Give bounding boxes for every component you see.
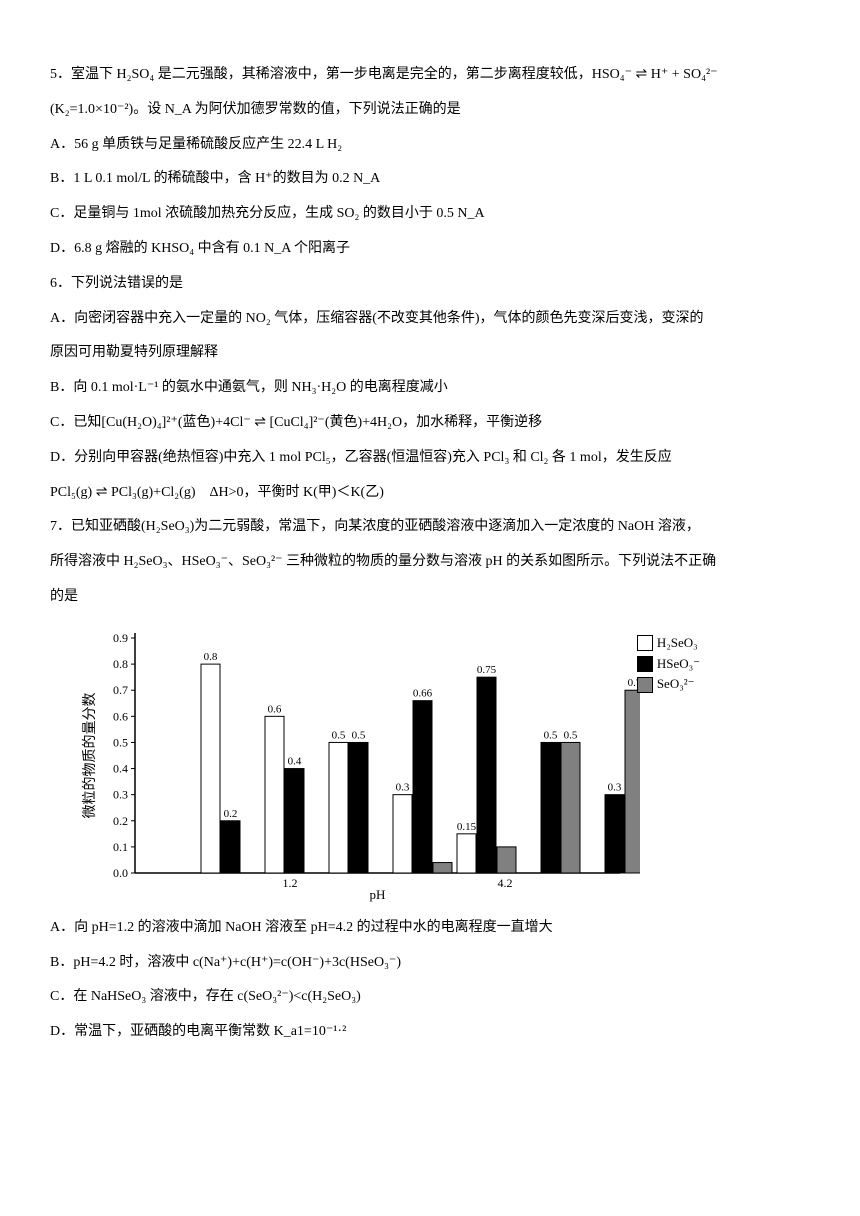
svg-text:0.4: 0.4: [113, 761, 128, 775]
svg-text:0.3: 0.3: [608, 781, 622, 793]
svg-text:0.1: 0.1: [113, 840, 128, 854]
chart-legend: H₂SeO₃HSeO₃⁻SeO₃²⁻: [637, 633, 700, 695]
svg-text:0.9: 0.9: [113, 631, 128, 645]
svg-text:0.6: 0.6: [268, 703, 282, 715]
svg-text:0.3: 0.3: [396, 781, 410, 793]
q6-option-d-line2: PCl₅(g) ⇌ PCl₃(g)+Cl₂(g) ΔH>0，平衡时 K(甲)＜K…: [50, 478, 810, 509]
svg-text:pH: pH: [370, 887, 386, 902]
svg-text:0.3: 0.3: [113, 787, 128, 801]
svg-text:0.4: 0.4: [288, 755, 302, 767]
q7-stem-line1: 7．已知亚硒酸(H₂SeO₃)为二元弱酸，常温下，向某浓度的亚硒酸溶液中逐滴加入…: [50, 512, 810, 543]
svg-text:0.2: 0.2: [224, 808, 238, 820]
q6-option-a-line2: 原因可用勒夏特列原理解释: [50, 338, 810, 369]
q5-option-d: D．6.8 g 熔融的 KHSO₄ 中含有 0.1 N_A 个阳离子: [50, 234, 810, 265]
svg-text:0.5: 0.5: [332, 729, 346, 741]
svg-text:0.7: 0.7: [113, 683, 128, 697]
svg-text:0.75: 0.75: [477, 664, 497, 676]
q6-option-d-line1: D．分别向甲容器(绝热恒容)中充入 1 mol PCl₅，乙容器(恒温恒容)充入…: [50, 443, 810, 474]
q6-stem: 6．下列说法错误的是: [50, 269, 810, 300]
q5-option-a: A．56 g 单质铁与足量稀硫酸反应产生 22.4 L H₂: [50, 130, 810, 161]
svg-text:0.66: 0.66: [413, 687, 433, 699]
svg-text:0.6: 0.6: [113, 709, 128, 723]
q7-stem-line2: 所得溶液中 H₂SeO₃、HSeO₃⁻、SeO₃²⁻ 三种微粒的物质的量分数与溶…: [50, 547, 810, 578]
svg-text:0.5: 0.5: [544, 729, 558, 741]
svg-text:0.15: 0.15: [457, 821, 477, 833]
svg-text:0.8: 0.8: [204, 651, 218, 663]
svg-text:0.5: 0.5: [564, 729, 578, 741]
svg-text:0.0: 0.0: [113, 866, 128, 880]
svg-text:0.5: 0.5: [113, 735, 128, 749]
species-fraction-chart: 0.0 0.1 0.2 0.3 0.4 0.5 0.6 0.7 0.8 0.9 微粒的物质的量分数 p…: [80, 623, 640, 903]
q7-option-a: A．向 pH=1.2 的溶液中滴加 NaOH 溶液至 pH=4.2 的过程中水的…: [50, 913, 810, 944]
svg-text:1.2: 1.2: [283, 876, 298, 890]
q6-option-a-line1: A．向密闭容器中充入一定量的 NO₂ 气体，压缩容器(不改变其他条件)，气体的颜…: [50, 304, 810, 335]
svg-text:微粒的物质的量分数: 微粒的物质的量分数: [82, 692, 98, 818]
q5-stem-line2: (K₂=1.0×10⁻²)。设 N_A 为阿伏加德罗常数的值，下列说法正确的是: [50, 95, 810, 126]
q6-option-c: C．已知[Cu(H₂O)₄]²⁺(蓝色)+4Cl⁻ ⇌ [CuCl₄]²⁻(黄色…: [50, 408, 810, 439]
q7-stem-line3: 的是: [50, 582, 810, 613]
svg-text:0.5: 0.5: [352, 729, 366, 741]
q5-stem-line1: 5．室温下 H₂SO₄ 是二元强酸，其稀溶液中，第一步电离是完全的，第二步离程度…: [50, 60, 810, 91]
q7-option-d: D．常温下，亚硒酸的电离平衡常数 K_a1=10⁻¹·²: [50, 1017, 810, 1048]
q6-option-b: B．向 0.1 mol·L⁻¹ 的氨水中通氨气，则 NH₃·H₂O 的电离程度减…: [50, 373, 810, 404]
svg-text:0.8: 0.8: [113, 657, 128, 671]
q7-option-c: C．在 NaHSeO₃ 溶液中，存在 c(SeO₃²⁻)<c(H₂SeO₃): [50, 982, 810, 1013]
q5-option-b: B．1 L 0.1 mol/L 的稀硫酸中，含 H⁺的数目为 0.2 N_A: [50, 164, 810, 195]
q7-option-b: B．pH=4.2 时，溶液中 c(Na⁺)+c(H⁺)=c(OH⁻)+3c(HS…: [50, 948, 810, 979]
q5-option-c: C．足量铜与 1mol 浓硫酸加热充分反应，生成 SO₂ 的数目小于 0.5 N…: [50, 199, 810, 230]
svg-text:4.2: 4.2: [498, 876, 513, 890]
svg-text:0.2: 0.2: [113, 814, 128, 828]
